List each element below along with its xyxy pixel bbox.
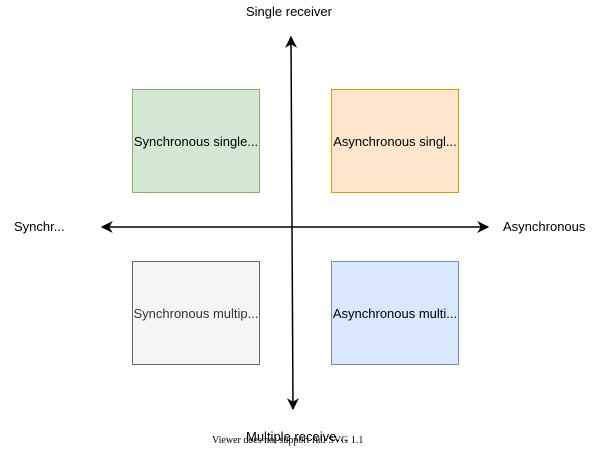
quadrant-asynchronous-multiple: Asynchronous multi... xyxy=(331,261,459,365)
axis-label-bottom: Multiple receive... xyxy=(246,429,348,444)
quadrant-label: Asynchronous multi... xyxy=(332,305,458,321)
quadrant-synchronous-multiple: Synchronous multip... xyxy=(132,261,260,365)
axis-label-left: Synchr... xyxy=(14,219,65,234)
quadrant-label: Asynchronous singl... xyxy=(333,133,457,149)
quadrant-synchronous-single: Synchronous single... xyxy=(132,89,260,193)
axis-label-right: Asynchronous xyxy=(503,219,586,234)
svg-support-notice: Viewer does not support full SVG 1.1 xyxy=(212,435,364,446)
axis-label-top: Single receiver xyxy=(246,4,332,19)
vertical-axis-arrow xyxy=(285,35,299,411)
quadrant-asynchronous-single: Asynchronous singl... xyxy=(331,89,459,193)
quadrant-label: Synchronous multip... xyxy=(133,305,259,321)
quadrant-label: Synchronous single... xyxy=(133,133,259,149)
